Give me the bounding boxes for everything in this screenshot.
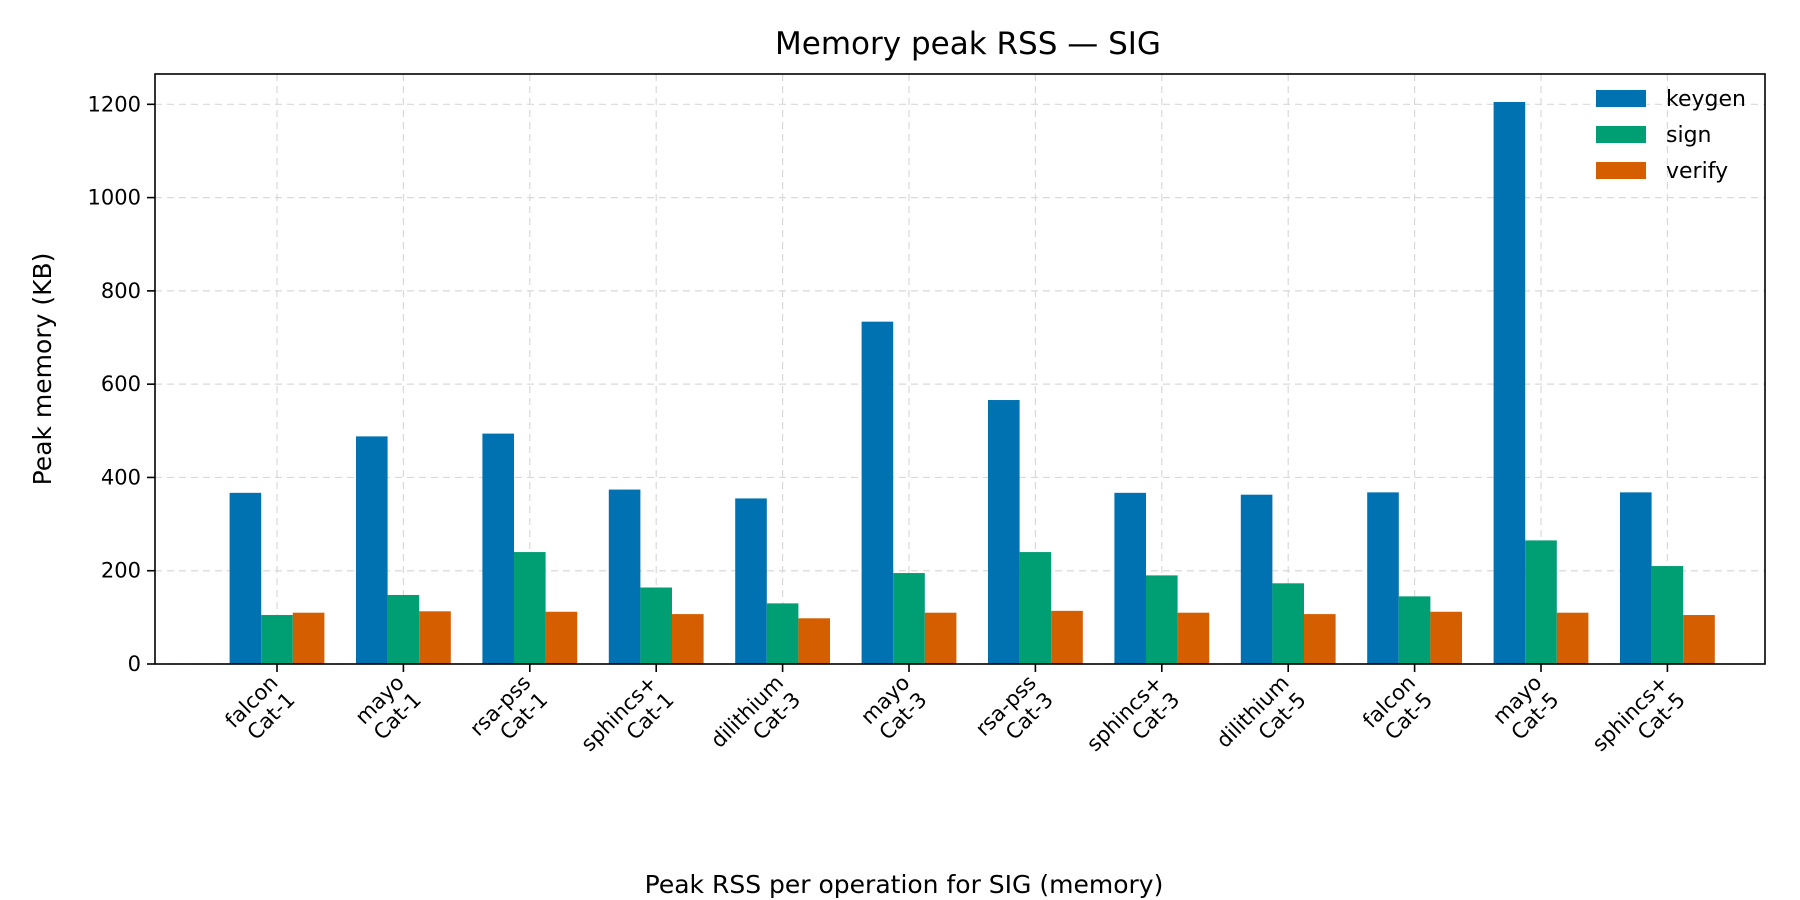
- legend-swatch-sign: [1596, 126, 1646, 143]
- x-tick-label: mayoCat-3: [856, 671, 931, 746]
- bar-keygen: [988, 400, 1020, 664]
- legend-swatch-keygen: [1596, 90, 1646, 107]
- bar-verify: [924, 612, 957, 664]
- y-axis-label: Peak memory (KB): [28, 253, 57, 486]
- x-tick-label: falconCat-1: [220, 671, 299, 750]
- bar-keygen: [482, 433, 514, 664]
- bar-keygen: [356, 436, 388, 664]
- bar-sign: [640, 587, 672, 664]
- bars: [229, 101, 1715, 664]
- x-tick-label: rsa-pssCat-3: [971, 671, 1058, 758]
- bar-keygen: [1620, 492, 1652, 664]
- bar-keygen: [229, 492, 262, 664]
- legend-swatch-verify: [1596, 162, 1646, 179]
- x-tick-label: mayoCat-5: [1488, 671, 1563, 746]
- bar-keygen: [608, 489, 641, 664]
- x-tick-label: sphincs+Cat-3: [1082, 671, 1185, 774]
- legend-label-sign: sign: [1666, 123, 1711, 148]
- bar-sign: [1525, 540, 1557, 664]
- bar-sign: [514, 552, 546, 664]
- legend-label-verify: verify: [1666, 159, 1728, 184]
- bar-sign: [1019, 552, 1052, 664]
- bar-verify: [292, 612, 325, 664]
- bar-sign: [766, 603, 799, 664]
- y-tick-label: 1200: [88, 92, 141, 116]
- x-tick-label: rsa-pssCat-1: [465, 671, 552, 758]
- bar-verify: [419, 611, 451, 664]
- x-tick-label: dilithiumCat-5: [1212, 671, 1311, 770]
- y-tick-label: 800: [101, 279, 141, 303]
- bar-keygen: [861, 321, 894, 664]
- bar-sign: [261, 615, 293, 664]
- bar-sign: [1146, 575, 1178, 664]
- bar-sign: [387, 594, 420, 664]
- y-axis: 0 200 400 600 800 1000 1200: [88, 92, 155, 676]
- bar-verify: [798, 618, 830, 664]
- bar-keygen: [1114, 492, 1146, 664]
- legend-label-keygen: keygen: [1666, 87, 1746, 112]
- bar-verify: [1177, 612, 1210, 664]
- x-tick-label: sphincs+Cat-1: [576, 671, 679, 774]
- bar-keygen: [735, 498, 767, 664]
- plot-frame: [154, 73, 1766, 665]
- bar-sign: [1651, 566, 1684, 664]
- x-axis: falconCat-1 mayoCat-1 rsa-pssCat-1 sphincs+…: [220, 664, 1691, 774]
- y-tick-label: 200: [101, 559, 141, 583]
- bar-keygen: [1240, 494, 1273, 664]
- bar-keygen: [1493, 101, 1526, 664]
- x-tick-label: dilithiumCat-3: [706, 671, 805, 770]
- bar-sign: [1272, 583, 1304, 664]
- bar-sign: [893, 573, 925, 664]
- bar-sign: [1398, 596, 1431, 664]
- x-tick-label: sphincs+Cat-5: [1588, 671, 1691, 774]
- y-tick-label: 400: [101, 465, 141, 489]
- bar-keygen: [1367, 492, 1399, 664]
- bar-verify: [1430, 611, 1462, 664]
- y-tick-label: 0: [128, 652, 141, 676]
- x-tick-label: mayoCat-1: [351, 671, 426, 746]
- bar-verify: [1556, 612, 1589, 664]
- bar-verify: [1051, 610, 1083, 664]
- x-axis-label: Peak RSS per operation for SIG (memory): [645, 870, 1164, 899]
- x-tick-label: falconCat-5: [1358, 671, 1437, 750]
- grid: [155, 74, 1765, 665]
- legend: keygen sign verify: [1596, 87, 1746, 184]
- y-tick-label: 600: [101, 372, 141, 396]
- bar-verify: [672, 614, 704, 664]
- chart-title: Memory peak RSS — SIG: [775, 26, 1161, 62]
- bar-verify: [1304, 614, 1336, 664]
- bar-verify: [545, 611, 578, 664]
- y-tick-label: 1000: [88, 186, 141, 210]
- bar-verify: [1683, 615, 1715, 664]
